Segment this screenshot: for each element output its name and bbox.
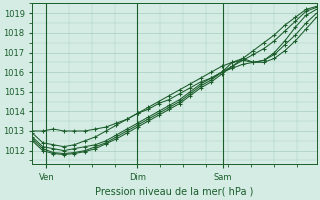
X-axis label: Pression niveau de la mer( hPa ): Pression niveau de la mer( hPa ) bbox=[95, 187, 253, 197]
